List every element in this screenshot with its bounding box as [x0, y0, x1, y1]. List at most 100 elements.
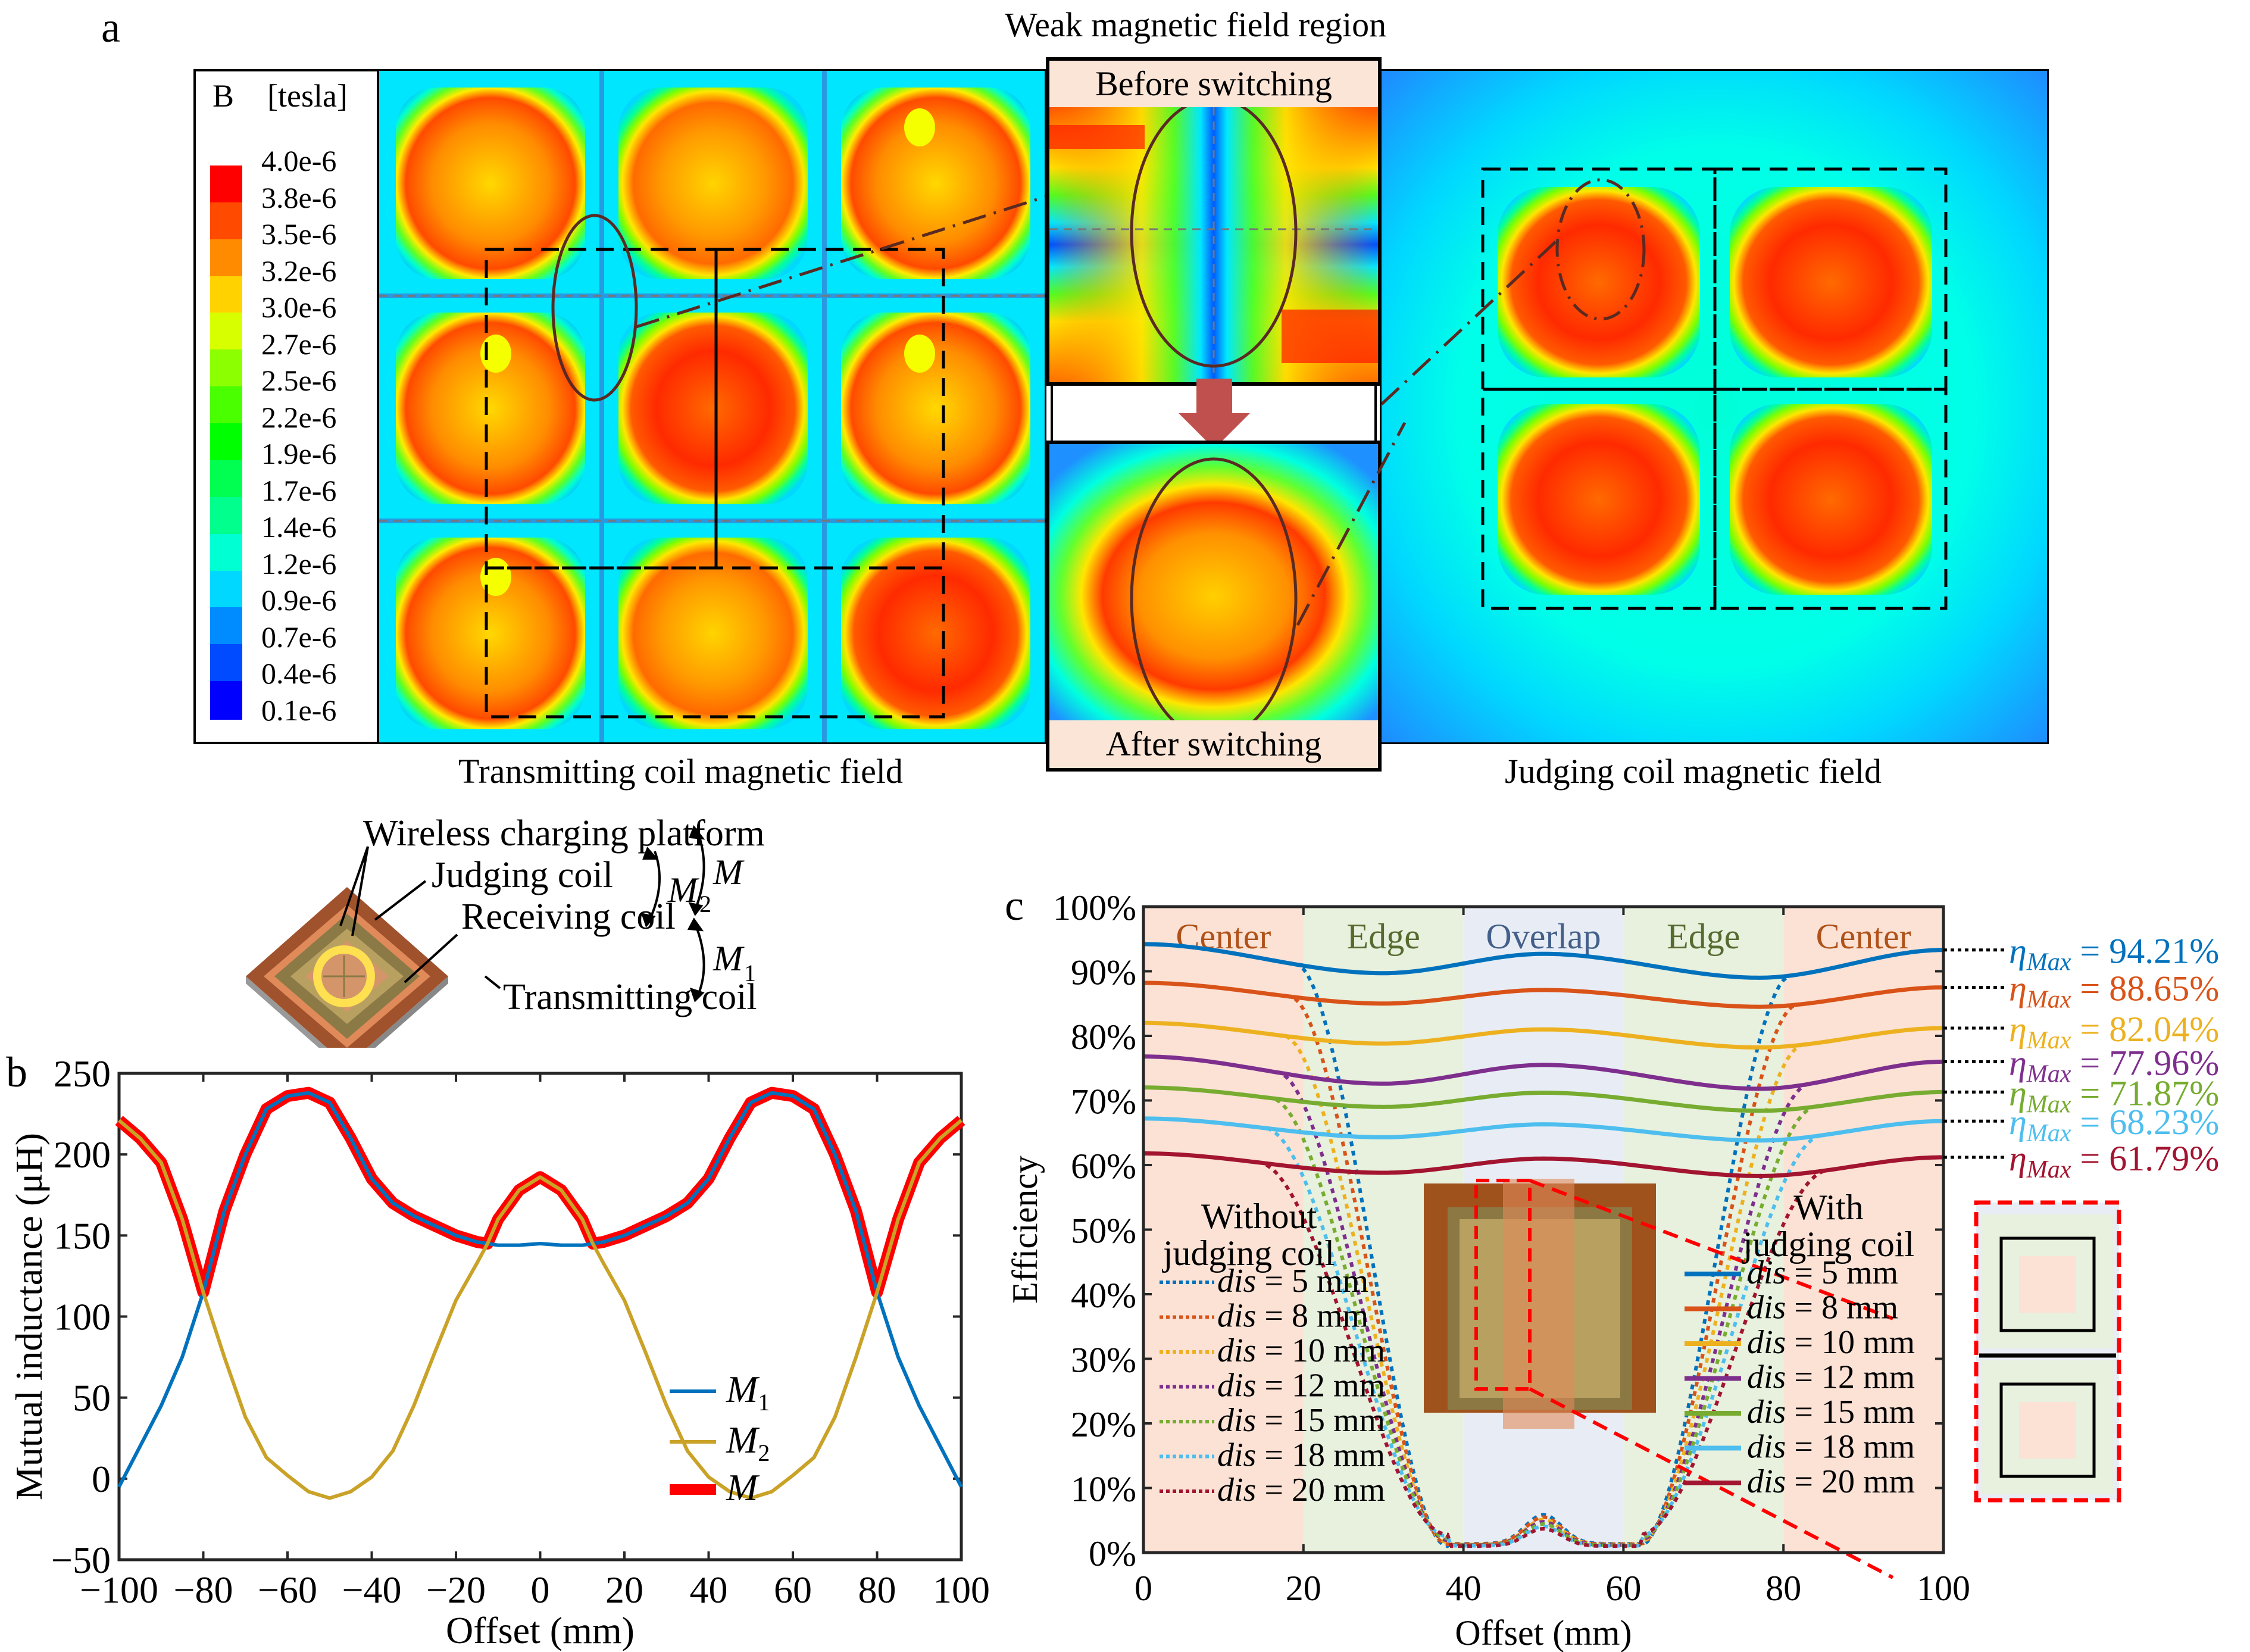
x-axis-label: Offset (mm) — [446, 1609, 635, 1651]
judging-field-svg — [1382, 71, 2047, 742]
colorbar-tick-label: 0.7e-6 — [261, 620, 337, 654]
field-hotspot — [618, 88, 808, 279]
legend-with-label: dis = 12 mm — [1747, 1359, 1915, 1396]
after-switching-label: After switching — [1105, 724, 1322, 763]
x-tick-label: 0 — [531, 1569, 550, 1611]
y-tick-label: 10% — [1071, 1470, 1136, 1509]
colorbar-tick-label: 0.9e-6 — [261, 583, 337, 617]
series-with-coil-dis-10 — [1143, 1020, 1943, 1050]
label-judging-coil: Judging coil — [432, 855, 613, 895]
colorbar-tick-label: 3.5e-6 — [261, 217, 337, 251]
colorbar-tick-label: 1.7e-6 — [261, 473, 337, 507]
colorbar-swatch — [210, 607, 242, 647]
x-tick-label: 80 — [1765, 1569, 1801, 1608]
x-tick-label: −100 — [80, 1569, 158, 1611]
field-peak — [904, 108, 935, 146]
y-tick-label: 100 — [54, 1296, 111, 1338]
transmitting-coil-field-map — [377, 69, 1046, 744]
eta-max-label: ηMax = 88.65% — [2009, 969, 2219, 1014]
series-without-coil-dis-18 — [1143, 1116, 1944, 1548]
y-tick-label: 50% — [1071, 1211, 1136, 1251]
y-tick-label: 100% — [1053, 888, 1136, 928]
series-line-M1 — [117, 1091, 963, 1488]
colorbar-tick-label: 0.4e-6 — [261, 657, 337, 690]
x-tick-label: 80 — [858, 1569, 896, 1611]
weak-region-title: Weak magnetic field region — [1005, 5, 1387, 44]
label-M2-sub: 2 — [699, 891, 711, 917]
zoom-connector-line — [1296, 421, 1407, 626]
coupling-arrows — [640, 825, 705, 1003]
colorbar-swatches — [210, 165, 242, 720]
y-tick-label: 80% — [1071, 1017, 1136, 1057]
judging-field-caption: Judging coil magnetic field — [1505, 752, 1882, 791]
legend-with-subtitle: judging coil — [1742, 1225, 1914, 1264]
region-label: Overlap — [1486, 917, 1601, 956]
colorbar-swatch — [210, 386, 242, 425]
coil-schematic: Wireless charging platform Judging coil … — [246, 813, 765, 1048]
region-label: Edge — [1347, 917, 1420, 956]
legend-with-label: dis = 18 mm — [1747, 1429, 1915, 1466]
series-with-coil-dis-15 — [1143, 1085, 1943, 1113]
field-hotspot — [396, 313, 585, 504]
field-hotspot — [841, 88, 1030, 279]
after-switching-map — [1049, 444, 1378, 720]
field-hotspot — [618, 538, 808, 729]
colorbar-swatch — [210, 533, 242, 573]
x-tick-label: 40 — [690, 1569, 728, 1611]
y-tick-label: 60% — [1071, 1147, 1136, 1186]
colorbar-swatch — [210, 349, 242, 388]
colorbar-tick-label: 2.2e-6 — [261, 400, 337, 434]
series-with-coil-dis-8 — [1143, 980, 1944, 1009]
label-platform: Wireless charging platform — [363, 813, 765, 854]
legend-without-label: dis = 5 mm — [1217, 1263, 1368, 1300]
colorbar-swatch — [210, 239, 242, 278]
x-tick-label: 40 — [1446, 1569, 1482, 1608]
legend-without-label: dis = 10 mm — [1217, 1332, 1385, 1369]
judging-hotspot — [1730, 404, 1932, 595]
transmitting-field-svg — [379, 71, 1045, 742]
switching-arrow-icon — [1179, 379, 1250, 449]
x-tick-label: 20 — [605, 1569, 643, 1611]
colorbar-tick-label: 4.0e-6 — [261, 144, 337, 177]
legend-without-label: dis = 18 mm — [1217, 1437, 1385, 1474]
legend-with-label: dis = 15 mm — [1747, 1394, 1915, 1431]
colorbar-tick-label: 2.7e-6 — [261, 327, 337, 361]
panel-a-letter: a — [101, 4, 120, 51]
y-tick-label: 200 — [54, 1133, 111, 1176]
y-axis-label: Mutual inductance (μH) — [8, 1133, 50, 1500]
platform-illustration — [246, 887, 448, 1048]
series-with-coil-dis-12 — [1143, 1054, 1944, 1091]
chart-c-efficiency: Center Edge Overlap Edge Center 0 20 40 60 80 100 0… — [1005, 888, 2219, 1652]
legend-with-label: dis = 5 mm — [1747, 1254, 1898, 1291]
colorbar-swatch — [210, 423, 242, 462]
field-peak — [480, 335, 511, 373]
y-tick-label: 0% — [1089, 1534, 1136, 1573]
legend-with-title: With — [1793, 1188, 1864, 1227]
series-with-coil-dis-5 — [1143, 942, 1944, 980]
colorbar-swatch — [210, 496, 242, 536]
zoom-line — [1529, 1179, 1894, 1320]
legend-without-label: dis = 8 mm — [1217, 1298, 1368, 1335]
legend-with-label: dis = 10 mm — [1747, 1324, 1915, 1361]
y-tick-label: 70% — [1071, 1082, 1136, 1122]
label-M: M — [712, 852, 745, 892]
x-tick-label: 0 — [1135, 1569, 1152, 1608]
legend-without-subtitle: judging coil — [1162, 1233, 1335, 1273]
y-tick-label: 250 — [54, 1053, 111, 1095]
x-tick-label: −60 — [258, 1569, 317, 1611]
label-receiving-coil: Receiving coil — [461, 897, 676, 937]
colorbar-swatch — [210, 202, 242, 241]
series-line-M2 — [118, 1119, 962, 1500]
eta-max-label: ηMax = 68.23% — [2009, 1103, 2219, 1147]
colorbar-unit: [tesla] — [267, 78, 348, 114]
y-tick-label: 150 — [54, 1214, 111, 1257]
judging-hotspot — [1730, 187, 1932, 377]
label-transmitting-coil: Transmitting coil — [503, 977, 757, 1017]
colorbar-tick-label: 1.9e-6 — [261, 437, 337, 470]
y-tick-label: 30% — [1071, 1341, 1136, 1380]
x-tick-label: −20 — [426, 1569, 486, 1611]
x-axis-label: Offset (mm) — [1455, 1613, 1632, 1652]
field-hotspot — [396, 88, 585, 279]
eta-max-label: ηMax = 61.79% — [2009, 1139, 2219, 1183]
colorbar-swatch — [210, 313, 242, 352]
